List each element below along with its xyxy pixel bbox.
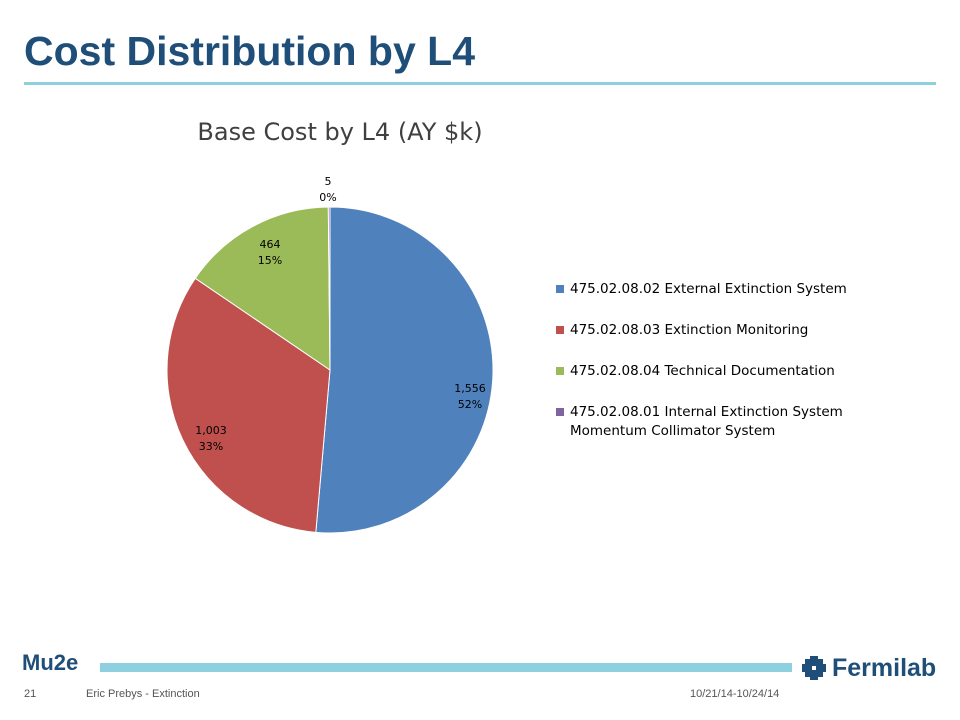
footer-author: Eric Prebys - Extinction <box>86 688 200 700</box>
data-label-value-extinction-monitoring: 1,003 <box>195 424 227 437</box>
pie-slice-external-extinction <box>315 206 494 534</box>
title-divider <box>24 82 936 85</box>
slide-title: Cost Distribution by L4 <box>24 28 475 74</box>
legend-label: 475.02.08.03 Extinction Monitoring <box>570 322 809 338</box>
legend-swatch <box>556 408 564 416</box>
legend-item-internal-extinction: 475.02.08.01 Internal Extinction System … <box>556 403 860 441</box>
legend-label: 475.02.08.01 Internal Extinction System … <box>570 404 843 439</box>
legend-label: 475.02.08.02 External Extinction System <box>570 281 847 297</box>
legend-item-external-extinction: 475.02.08.02 External Extinction System <box>556 280 946 299</box>
data-label-percent-extinction-monitoring: 33% <box>199 440 223 453</box>
chart-title: Base Cost by L4 (AY $k) <box>197 118 483 146</box>
data-label-percent-internal-extinction: 0% <box>319 191 336 204</box>
data-label-value-external-extinction: 1,556 <box>454 382 486 395</box>
fermilab-icon <box>802 656 826 680</box>
pie-slice-internal-extinction <box>327 206 331 371</box>
legend-item-extinction-monitoring: 475.02.08.03 Extinction Monitoring <box>556 321 946 340</box>
legend-swatch <box>556 326 564 334</box>
pie-slice-extinction-monitoring <box>166 277 331 533</box>
data-label-percent-external-extinction: 52% <box>458 398 482 411</box>
page-number: 21 <box>24 688 37 700</box>
pie-slice-technical-documentation <box>194 206 331 371</box>
data-label-value-internal-extinction: 5 <box>325 175 332 188</box>
legend-label: 475.02.08.04 Technical Documentation <box>570 363 835 379</box>
fermilab-logo: Fermilab <box>800 652 936 684</box>
data-label-percent-technical-documentation: 15% <box>258 254 282 267</box>
legend-swatch <box>556 367 564 375</box>
chart-legend: 475.02.08.02 External Extinction System … <box>556 280 946 463</box>
legend-swatch <box>556 285 564 293</box>
footer-bar <box>100 663 792 672</box>
footer-dates: 10/21/14-10/24/14 <box>690 688 780 700</box>
legend-item-technical-documentation: 475.02.08.04 Technical Documentation <box>556 362 946 381</box>
data-label-value-technical-documentation: 464 <box>260 238 281 251</box>
mu2e-brand: Mu2e <box>22 650 79 675</box>
fermilab-logo-text: Fermilab <box>832 653 937 682</box>
